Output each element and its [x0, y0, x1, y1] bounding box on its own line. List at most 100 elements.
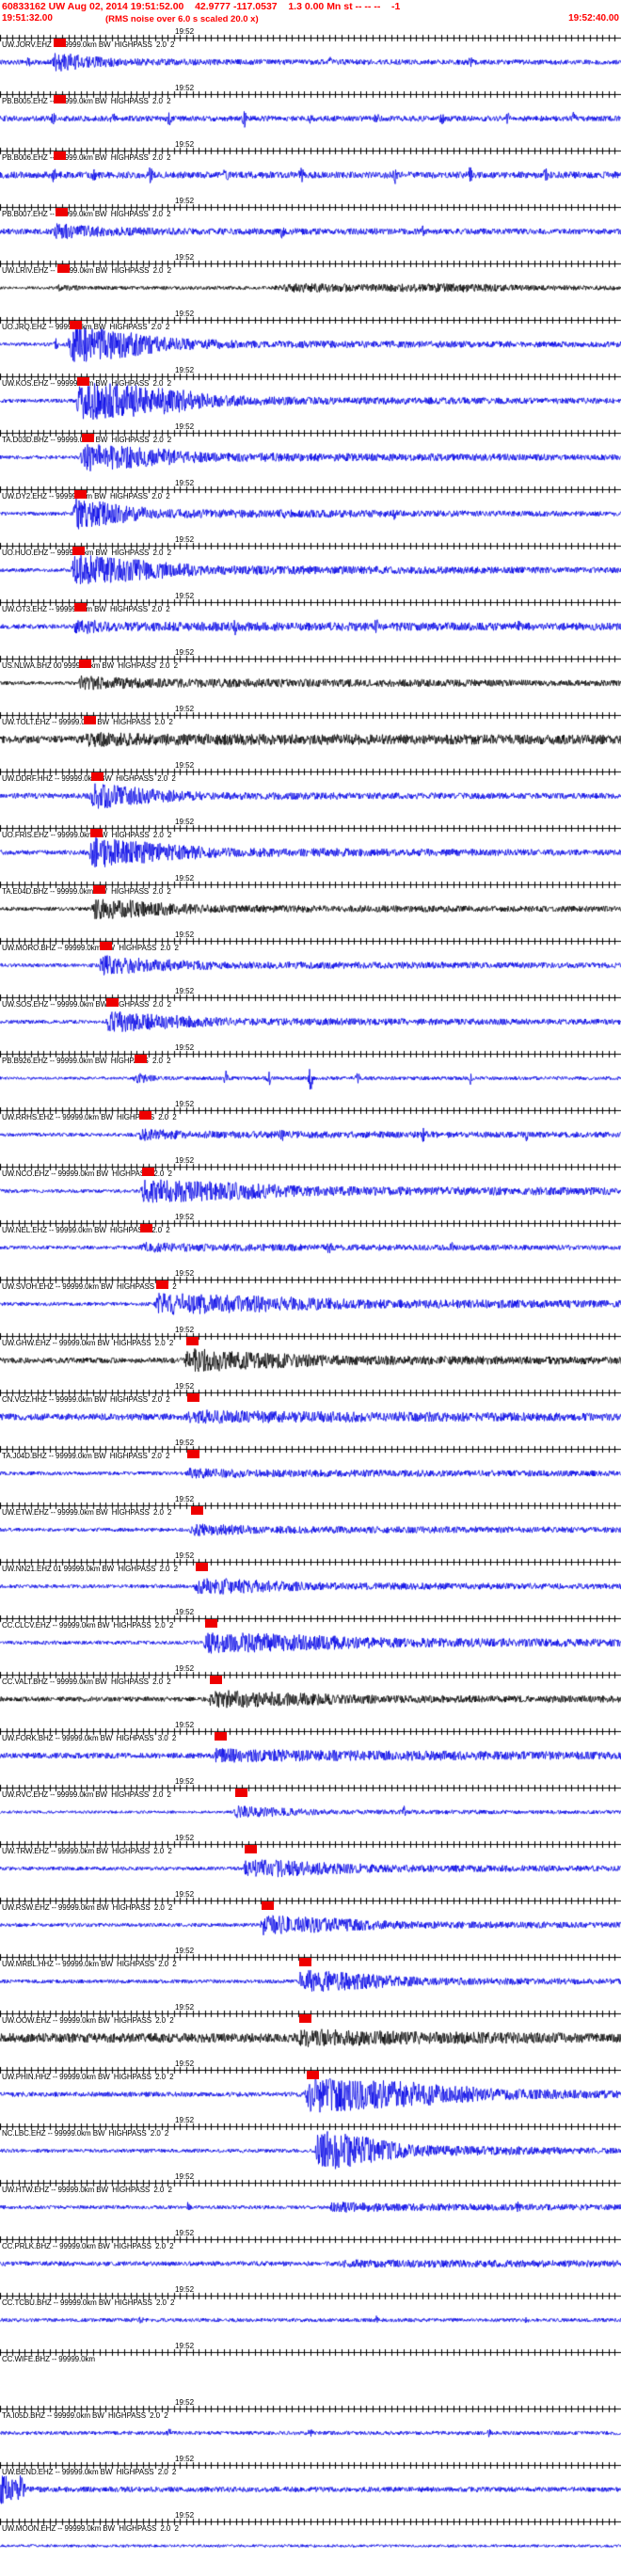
waveform-canvas[interactable] [0, 2284, 621, 2341]
waveform-canvas[interactable] [0, 196, 621, 252]
waveform-canvas[interactable] [0, 704, 621, 760]
waveform-canvas[interactable] [0, 2397, 621, 2454]
waveform-canvas[interactable] [0, 1776, 621, 1833]
pick-marker[interactable] [235, 1789, 247, 1797]
pick-marker[interactable] [79, 660, 91, 668]
pick-marker[interactable] [187, 1450, 199, 1458]
waveform-canvas[interactable] [0, 421, 621, 478]
trace-row[interactable]: 19:52 PB.B007.EHZ -- 99999.0km BW HIGHPAS… [0, 196, 621, 252]
trace-row[interactable]: 19:52 TA.I05D.BHZ -- 99999.0km BW HIGHPAS… [0, 2397, 621, 2454]
waveform-canvas[interactable] [0, 1607, 621, 1663]
trace-row[interactable]: 19:52 UW.FORK.BHZ -- 99999.0km BW HIGHPAS… [0, 1720, 621, 1776]
trace-row[interactable]: 19:52 UW.OT3.EHZ -- 99999.0km BW HIGHPASS… [0, 591, 621, 647]
pick-marker[interactable] [186, 1337, 199, 1345]
waveform-canvas[interactable] [0, 1042, 621, 1099]
trace-row[interactable]: 19:52 NC.LBC.EHZ -- 99999.0km BW HIGHPASS… [0, 2115, 621, 2171]
trace-row[interactable]: 19:52 UW.DY2.EHZ -- 99999.0km BW HIGHPASS… [0, 478, 621, 534]
pick-marker[interactable] [56, 208, 68, 216]
pick-marker[interactable] [91, 772, 104, 781]
waveform-canvas[interactable] [0, 83, 621, 139]
trace-row[interactable]: 19:52 CN.VGZ.HHZ -- 99999.0km BW HIGHPASS… [0, 1381, 621, 1438]
trace-row[interactable]: 19:52 CC.CLCV.EHZ -- 99999.0km BW HIGHPAS… [0, 1607, 621, 1663]
pick-marker[interactable] [215, 1732, 227, 1741]
waveform-canvas[interactable] [0, 1946, 621, 2002]
waveform-canvas[interactable] [0, 309, 621, 365]
pick-marker[interactable] [74, 603, 87, 612]
waveform-canvas[interactable] [0, 1720, 621, 1776]
trace-row[interactable]: 19:52 TA.D03D.BHZ -- 99999.0km BW HIGHPAS… [0, 421, 621, 478]
trace-row[interactable]: 19:52 UW.GHW.EHZ -- 99999.0km BW HIGHPASS… [0, 1325, 621, 1381]
trace-row[interactable]: 19:52 TA.E04D.BHZ -- 99999.0km BW HIGHPAS… [0, 873, 621, 930]
pick-marker[interactable] [205, 1619, 217, 1628]
pick-marker[interactable] [82, 434, 94, 442]
trace-row[interactable]: 19:52 CC.PRLK.BHZ -- 99999.0km BW HIGHPAS… [0, 2228, 621, 2284]
waveform-canvas[interactable] [0, 139, 621, 196]
waveform-canvas[interactable] [0, 1438, 621, 1494]
pick-marker[interactable] [54, 39, 66, 47]
trace-row[interactable]: 19:52 UW.PHIN.HHZ -- 99999.0km BW HIGHPAS… [0, 2059, 621, 2115]
trace-row[interactable]: 19:52 UW.LRIV.EHZ -- 99999.0km BW HIGHPAS… [0, 252, 621, 309]
waveform-canvas[interactable] [0, 2510, 621, 2567]
trace-row[interactable]: 19:52 UW.NEL.EHZ -- 99999.0km BW HIGHPASS… [0, 1212, 621, 1268]
trace-row[interactable]: 19:52 UW.OOW.EHZ -- 99999.0km BW HIGHPASS… [0, 2002, 621, 2059]
pick-marker[interactable] [245, 1845, 257, 1853]
trace-row[interactable]: 19:52 UO.FRIS.EHZ -- 99999.0km BW HIGHPAS… [0, 817, 621, 873]
waveform-canvas[interactable] [0, 1212, 621, 1268]
pick-marker[interactable] [142, 1168, 154, 1176]
trace-row[interactable]: 19:52 UW.MORO.BHZ -- 99999.0km BW HIGHPAS… [0, 930, 621, 986]
trace-row[interactable]: 19:52 UO.HUO.EHZ -- 99999.0km BW HIGHPASS… [0, 534, 621, 591]
pick-marker[interactable] [135, 1055, 147, 1063]
pick-marker[interactable] [140, 1224, 152, 1232]
waveform-canvas[interactable] [0, 1099, 621, 1155]
pick-marker[interactable] [299, 1958, 311, 1966]
waveform-canvas[interactable] [0, 2228, 621, 2284]
pick-marker[interactable] [196, 1563, 208, 1571]
pick-marker[interactable] [262, 1901, 274, 1910]
waveform-canvas[interactable] [0, 1155, 621, 1212]
waveform-canvas[interactable] [0, 817, 621, 873]
trace-row[interactable]: 19:52 UW.RRHS.EHZ -- 99999.0km BW HIGHPAS… [0, 1099, 621, 1155]
trace-row[interactable]: 19:52 UW.RVC.EHZ -- 99999.0km BW HIGHPASS… [0, 1776, 621, 1833]
waveform-canvas[interactable] [0, 534, 621, 591]
pick-marker[interactable] [74, 490, 87, 499]
waveform-canvas[interactable] [0, 1550, 621, 1607]
waveform-canvas[interactable] [0, 591, 621, 647]
trace-row[interactable]: 19:52 CC.VALT.BHZ -- 99999.0km BW HIGHPAS… [0, 1663, 621, 1720]
trace-row[interactable]: 19:52 TA.J04D.BHZ -- 99999.0km BW HIGHPAS… [0, 1438, 621, 1494]
trace-row[interactable]: 19:52 UW.ETW.EHZ -- 99999.0km BW HIGHPASS… [0, 1494, 621, 1550]
waveform-canvas[interactable] [0, 2454, 621, 2510]
pick-marker[interactable] [100, 942, 112, 950]
waveform-canvas[interactable] [0, 1889, 621, 1946]
trace-row[interactable]: 19:52 UW.MOON.EHZ -- 99999.0km BW HIGHPAS… [0, 2510, 621, 2567]
waveform-canvas[interactable] [0, 2059, 621, 2115]
pick-marker[interactable] [93, 885, 105, 894]
pick-marker[interactable] [210, 1676, 222, 1684]
trace-row[interactable]: 19:52 UW.TRW.EHZ -- 99999.0km BW HIGHPASS… [0, 1833, 621, 1889]
pick-marker[interactable] [307, 2071, 319, 2079]
pick-marker[interactable] [57, 264, 70, 273]
waveform-canvas[interactable] [0, 26, 621, 83]
trace-row[interactable]: 19:52 UW.SOS.EHZ -- 99999.0km BW HIGHPASS… [0, 986, 621, 1042]
trace-row[interactable]: 19:52 UW.HTW.EHZ -- 99999.0km BW HIGHPASS… [0, 2171, 621, 2228]
trace-row[interactable]: 19:52 UW.JORV.EHZ -- 99999.0km BW HIGHPAS… [0, 26, 621, 83]
trace-row[interactable]: 19:52 UW.KOS.EHZ -- 99999.0km BW HIGHPASS… [0, 365, 621, 421]
pick-marker[interactable] [191, 1506, 203, 1515]
pick-marker[interactable] [299, 2014, 311, 2023]
trace-row[interactable]: 19:52 UW.SVOH.EHZ -- 99999.0km BW HIGHPAS… [0, 1268, 621, 1325]
pick-marker[interactable] [156, 1280, 168, 1289]
waveform-canvas[interactable] [0, 1494, 621, 1550]
pick-marker[interactable] [77, 377, 89, 386]
waveform-canvas[interactable] [0, 2002, 621, 2059]
trace-row[interactable]: 19:52 PB.B005.EHZ -- 99999.0km BW HIGHPAS… [0, 83, 621, 139]
waveform-canvas[interactable] [0, 647, 621, 704]
trace-row[interactable]: 19:52 UW.DDRF.HHZ -- 99999.0km BW HIGHPAS… [0, 760, 621, 817]
pick-marker[interactable] [70, 321, 82, 329]
trace-row[interactable]: 19:52 CC.WIFE.BHZ -- 99999.0km [0, 2341, 621, 2397]
waveform-canvas[interactable] [0, 930, 621, 986]
waveform-canvas[interactable] [0, 986, 621, 1042]
waveform-canvas[interactable] [0, 252, 621, 309]
waveform-canvas[interactable] [0, 1325, 621, 1381]
waveform-canvas[interactable] [0, 1663, 621, 1720]
waveform-canvas[interactable] [0, 760, 621, 817]
